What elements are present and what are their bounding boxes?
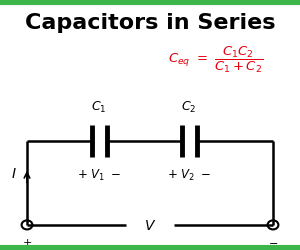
Text: $V$: $V$ [144,218,156,232]
Text: $I$: $I$ [11,166,16,180]
Text: Capacitors in Series: Capacitors in Series [25,12,275,32]
Text: $+\ V_2\ -$: $+\ V_2\ -$ [167,168,211,182]
Text: $+\ V_1\ -$: $+\ V_1\ -$ [77,168,121,182]
Text: $\mathit{C_{eq}}\ =\ \dfrac{C_1 C_2}{C_1 + C_2}$: $\mathit{C_{eq}}\ =\ \dfrac{C_1 C_2}{C_1… [168,45,264,75]
Text: $+$: $+$ [22,236,32,247]
Text: $C_2$: $C_2$ [181,100,197,115]
Text: $C_1$: $C_1$ [91,100,107,115]
Text: $-$: $-$ [268,236,278,246]
